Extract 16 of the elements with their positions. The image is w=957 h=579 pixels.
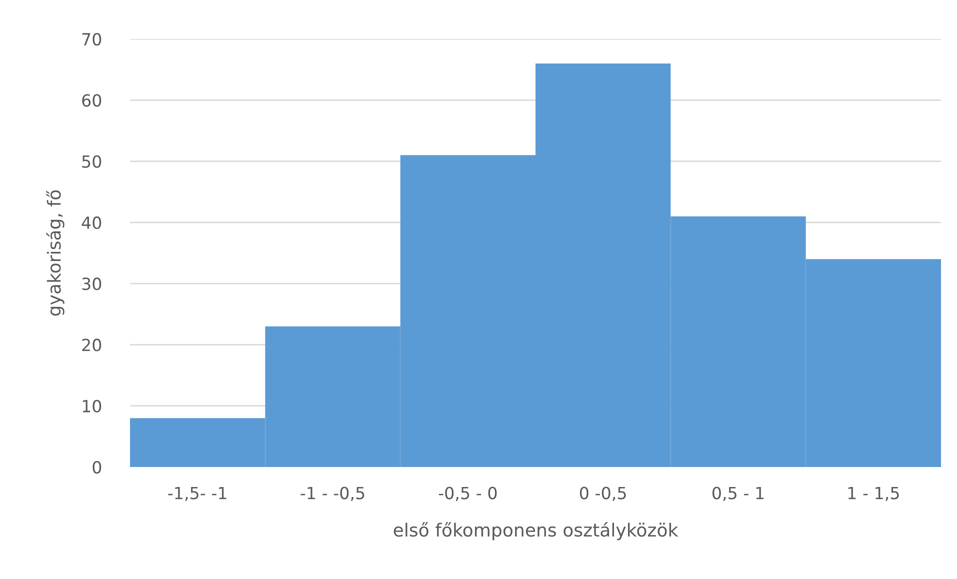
y-tick-label: 60 bbox=[82, 94, 102, 107]
y-tick-label: 0 bbox=[92, 460, 102, 474]
y-tick-label: 20 bbox=[82, 338, 102, 352]
y-tick-label: 10 bbox=[82, 400, 102, 412]
x-tick-label: 0,5 - 1 bbox=[712, 486, 764, 502]
y-axis-title: gyakoriság, fő bbox=[46, 190, 64, 316]
x-tick-label: 0 -0,5 bbox=[580, 486, 626, 502]
y-tick-label: 70 bbox=[82, 32, 102, 46]
y-tick-label: 30 bbox=[82, 278, 102, 290]
x-tick-label: -1,5- -1 bbox=[168, 486, 226, 502]
x-axis-title: első főkomponens osztályközök bbox=[394, 522, 678, 540]
x-tick-label: 1 - 1,5 bbox=[848, 486, 899, 502]
x-tick-label: -1 - -0,5 bbox=[300, 486, 364, 502]
y-tick-label: 40 bbox=[82, 216, 102, 229]
x-tick-label: -0,5 - 0 bbox=[438, 486, 497, 502]
y-tick-label: 50 bbox=[82, 155, 102, 168]
